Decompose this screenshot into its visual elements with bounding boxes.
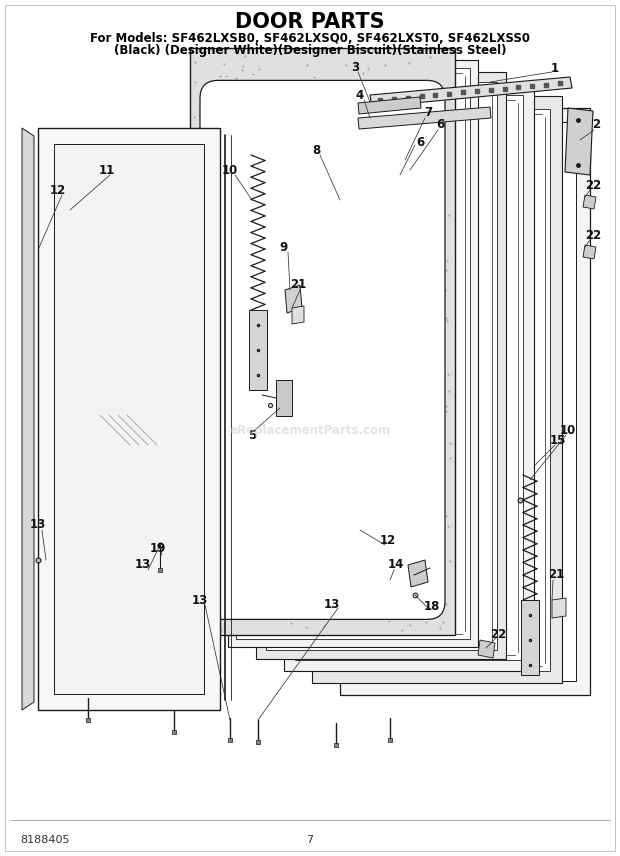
Text: 9: 9 bbox=[280, 241, 288, 253]
Text: For Models: SF462LXSB0, SF462LXSQ0, SF462LXST0, SF462LXSS0: For Models: SF462LXSB0, SF462LXSQ0, SF46… bbox=[90, 32, 530, 45]
Text: 13: 13 bbox=[324, 598, 340, 611]
Polygon shape bbox=[285, 285, 302, 313]
Polygon shape bbox=[552, 598, 566, 618]
Polygon shape bbox=[312, 96, 562, 683]
Polygon shape bbox=[583, 195, 596, 209]
Polygon shape bbox=[565, 108, 593, 175]
Text: 6: 6 bbox=[416, 135, 424, 148]
Polygon shape bbox=[54, 144, 204, 694]
Text: 15: 15 bbox=[550, 433, 566, 447]
Text: (Black) (Designer White)(Designer Biscuit)(Stainless Steel): (Black) (Designer White)(Designer Biscui… bbox=[113, 44, 507, 56]
Text: 7: 7 bbox=[306, 835, 314, 845]
Polygon shape bbox=[521, 600, 539, 675]
Text: 7: 7 bbox=[424, 105, 432, 118]
Text: 13: 13 bbox=[30, 518, 46, 531]
Polygon shape bbox=[354, 122, 576, 681]
Text: 13: 13 bbox=[192, 593, 208, 607]
Text: 21: 21 bbox=[548, 568, 564, 581]
Polygon shape bbox=[292, 306, 304, 324]
Polygon shape bbox=[408, 560, 428, 587]
Polygon shape bbox=[276, 380, 292, 416]
Polygon shape bbox=[324, 109, 549, 670]
Polygon shape bbox=[190, 48, 455, 635]
Text: 1: 1 bbox=[551, 62, 559, 74]
Text: 22: 22 bbox=[490, 628, 506, 641]
Text: 10: 10 bbox=[222, 163, 238, 176]
Polygon shape bbox=[236, 68, 470, 639]
Polygon shape bbox=[228, 60, 478, 647]
Text: 18: 18 bbox=[424, 601, 440, 614]
Text: 22: 22 bbox=[585, 179, 601, 192]
Text: DOOR PARTS: DOOR PARTS bbox=[235, 12, 385, 32]
Polygon shape bbox=[22, 128, 34, 710]
Text: eReplacementParts.com: eReplacementParts.com bbox=[229, 424, 391, 437]
Polygon shape bbox=[295, 95, 523, 660]
Text: 11: 11 bbox=[99, 163, 115, 176]
Text: 4: 4 bbox=[356, 88, 364, 102]
Polygon shape bbox=[583, 245, 596, 259]
Text: 6: 6 bbox=[436, 117, 444, 130]
Polygon shape bbox=[358, 97, 421, 114]
Text: 8: 8 bbox=[312, 144, 320, 157]
Text: 3: 3 bbox=[351, 61, 359, 74]
Text: 14: 14 bbox=[388, 558, 404, 572]
Text: 8188405: 8188405 bbox=[20, 835, 69, 845]
Polygon shape bbox=[249, 310, 267, 390]
Text: 12: 12 bbox=[380, 533, 396, 546]
Text: 19: 19 bbox=[150, 542, 166, 555]
Polygon shape bbox=[358, 107, 491, 129]
Polygon shape bbox=[370, 77, 572, 107]
Polygon shape bbox=[38, 128, 220, 710]
Text: 21: 21 bbox=[290, 278, 306, 292]
Polygon shape bbox=[284, 84, 534, 671]
Text: 13: 13 bbox=[135, 558, 151, 572]
Text: 2: 2 bbox=[592, 117, 600, 130]
Text: 12: 12 bbox=[50, 183, 66, 197]
FancyBboxPatch shape bbox=[200, 80, 445, 620]
Text: 22: 22 bbox=[585, 229, 601, 241]
Text: 10: 10 bbox=[560, 424, 576, 437]
Polygon shape bbox=[478, 640, 495, 658]
Polygon shape bbox=[340, 108, 590, 695]
Polygon shape bbox=[256, 72, 506, 659]
Text: 5: 5 bbox=[248, 429, 256, 442]
Polygon shape bbox=[265, 81, 497, 650]
